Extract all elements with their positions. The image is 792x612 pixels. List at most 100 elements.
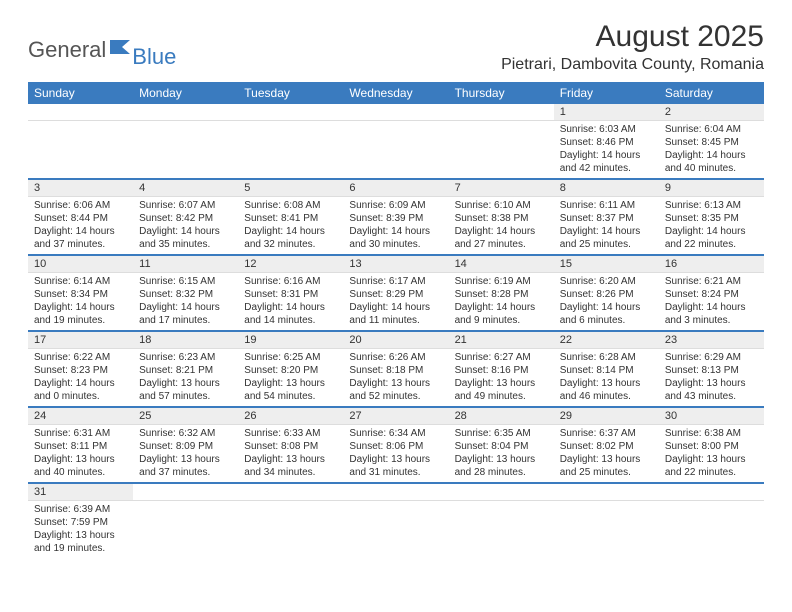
header-block: General Blue August 2025 Pietrari, Dambo… — [28, 20, 764, 74]
sunset-text: Sunset: 8:13 PM — [665, 364, 758, 377]
daynum-row: 10111213141516 — [28, 255, 764, 273]
sunrise-text: Sunrise: 6:29 AM — [665, 351, 758, 364]
logo: General Blue — [28, 20, 176, 70]
daylight-text: Daylight: 14 hours and 19 minutes. — [34, 301, 127, 327]
day-number — [659, 483, 764, 501]
day-header: Saturday — [659, 82, 764, 104]
sunset-text: Sunset: 8:35 PM — [665, 212, 758, 225]
day-cell — [238, 121, 343, 180]
data-row: Sunrise: 6:31 AMSunset: 8:11 PMDaylight:… — [28, 425, 764, 484]
daylight-text: Daylight: 14 hours and 0 minutes. — [34, 377, 127, 403]
sunset-text: Sunset: 8:39 PM — [349, 212, 442, 225]
day-cell: Sunrise: 6:22 AMSunset: 8:23 PMDaylight:… — [28, 349, 133, 408]
daylight-text: Daylight: 14 hours and 22 minutes. — [665, 225, 758, 251]
sunset-text: Sunset: 8:09 PM — [139, 440, 232, 453]
day-cell: Sunrise: 6:33 AMSunset: 8:08 PMDaylight:… — [238, 425, 343, 484]
day-cell — [343, 121, 448, 180]
sunrise-text: Sunrise: 6:11 AM — [560, 199, 653, 212]
day-cell: Sunrise: 6:08 AMSunset: 8:41 PMDaylight:… — [238, 197, 343, 256]
sunset-text: Sunset: 8:04 PM — [455, 440, 548, 453]
sunrise-text: Sunrise: 6:15 AM — [139, 275, 232, 288]
day-number — [343, 483, 448, 501]
sunset-text: Sunset: 8:11 PM — [34, 440, 127, 453]
sunrise-text: Sunrise: 6:14 AM — [34, 275, 127, 288]
day-number — [238, 483, 343, 501]
sunrise-text: Sunrise: 6:19 AM — [455, 275, 548, 288]
sunrise-text: Sunrise: 6:07 AM — [139, 199, 232, 212]
day-cell: Sunrise: 6:27 AMSunset: 8:16 PMDaylight:… — [449, 349, 554, 408]
daylight-text: Daylight: 14 hours and 32 minutes. — [244, 225, 337, 251]
day-cell — [449, 121, 554, 180]
day-cell: Sunrise: 6:38 AMSunset: 8:00 PMDaylight:… — [659, 425, 764, 484]
sunset-text: Sunset: 8:46 PM — [560, 136, 653, 149]
daylight-text: Daylight: 13 hours and 57 minutes. — [139, 377, 232, 403]
day-number: 15 — [554, 255, 659, 273]
day-number: 1 — [554, 104, 659, 121]
day-cell — [133, 121, 238, 180]
daylight-text: Daylight: 13 hours and 54 minutes. — [244, 377, 337, 403]
sunset-text: Sunset: 8:42 PM — [139, 212, 232, 225]
sunrise-text: Sunrise: 6:21 AM — [665, 275, 758, 288]
daylight-text: Daylight: 13 hours and 34 minutes. — [244, 453, 337, 479]
day-number: 29 — [554, 407, 659, 425]
calendar-table: Sunday Monday Tuesday Wednesday Thursday… — [28, 82, 764, 559]
sunrise-text: Sunrise: 6:06 AM — [34, 199, 127, 212]
day-number: 12 — [238, 255, 343, 273]
sunrise-text: Sunrise: 6:10 AM — [455, 199, 548, 212]
sunrise-text: Sunrise: 6:28 AM — [560, 351, 653, 364]
day-number — [133, 104, 238, 121]
sunset-text: Sunset: 8:21 PM — [139, 364, 232, 377]
daynum-row: 12 — [28, 104, 764, 121]
daylight-text: Daylight: 13 hours and 37 minutes. — [139, 453, 232, 479]
day-cell: Sunrise: 6:19 AMSunset: 8:28 PMDaylight:… — [449, 273, 554, 332]
day-number: 24 — [28, 407, 133, 425]
sunset-text: Sunset: 8:23 PM — [34, 364, 127, 377]
daylight-text: Daylight: 13 hours and 31 minutes. — [349, 453, 442, 479]
daylight-text: Daylight: 14 hours and 9 minutes. — [455, 301, 548, 327]
day-cell — [554, 501, 659, 559]
sunrise-text: Sunrise: 6:39 AM — [34, 503, 127, 516]
day-number: 30 — [659, 407, 764, 425]
day-number: 17 — [28, 331, 133, 349]
daylight-text: Daylight: 13 hours and 22 minutes. — [665, 453, 758, 479]
day-number: 6 — [343, 179, 448, 197]
sunset-text: Sunset: 8:45 PM — [665, 136, 758, 149]
day-number: 21 — [449, 331, 554, 349]
daylight-text: Daylight: 13 hours and 25 minutes. — [560, 453, 653, 479]
sunrise-text: Sunrise: 6:13 AM — [665, 199, 758, 212]
day-number: 3 — [28, 179, 133, 197]
sunset-text: Sunset: 8:08 PM — [244, 440, 337, 453]
daylight-text: Daylight: 13 hours and 52 minutes. — [349, 377, 442, 403]
sunrise-text: Sunrise: 6:17 AM — [349, 275, 442, 288]
day-header: Thursday — [449, 82, 554, 104]
day-cell: Sunrise: 6:29 AMSunset: 8:13 PMDaylight:… — [659, 349, 764, 408]
daylight-text: Daylight: 14 hours and 27 minutes. — [455, 225, 548, 251]
data-row: Sunrise: 6:39 AMSunset: 7:59 PMDaylight:… — [28, 501, 764, 559]
day-number — [238, 104, 343, 121]
day-cell: Sunrise: 6:03 AMSunset: 8:46 PMDaylight:… — [554, 121, 659, 180]
sunrise-text: Sunrise: 6:38 AM — [665, 427, 758, 440]
sunset-text: Sunset: 8:41 PM — [244, 212, 337, 225]
sunrise-text: Sunrise: 6:23 AM — [139, 351, 232, 364]
day-cell: Sunrise: 6:35 AMSunset: 8:04 PMDaylight:… — [449, 425, 554, 484]
day-number: 14 — [449, 255, 554, 273]
data-row: Sunrise: 6:03 AMSunset: 8:46 PMDaylight:… — [28, 121, 764, 180]
day-cell: Sunrise: 6:34 AMSunset: 8:06 PMDaylight:… — [343, 425, 448, 484]
daylight-text: Daylight: 14 hours and 25 minutes. — [560, 225, 653, 251]
daylight-text: Daylight: 13 hours and 46 minutes. — [560, 377, 653, 403]
day-cell — [238, 501, 343, 559]
day-header: Wednesday — [343, 82, 448, 104]
daylight-text: Daylight: 14 hours and 11 minutes. — [349, 301, 442, 327]
day-number — [449, 104, 554, 121]
day-number — [554, 483, 659, 501]
sunset-text: Sunset: 8:31 PM — [244, 288, 337, 301]
location-text: Pietrari, Dambovita County, Romania — [501, 56, 764, 74]
day-number: 5 — [238, 179, 343, 197]
sunset-text: Sunset: 8:38 PM — [455, 212, 548, 225]
day-cell: Sunrise: 6:37 AMSunset: 8:02 PMDaylight:… — [554, 425, 659, 484]
day-number: 13 — [343, 255, 448, 273]
day-cell: Sunrise: 6:23 AMSunset: 8:21 PMDaylight:… — [133, 349, 238, 408]
day-cell: Sunrise: 6:16 AMSunset: 8:31 PMDaylight:… — [238, 273, 343, 332]
sunrise-text: Sunrise: 6:32 AM — [139, 427, 232, 440]
day-number: 7 — [449, 179, 554, 197]
